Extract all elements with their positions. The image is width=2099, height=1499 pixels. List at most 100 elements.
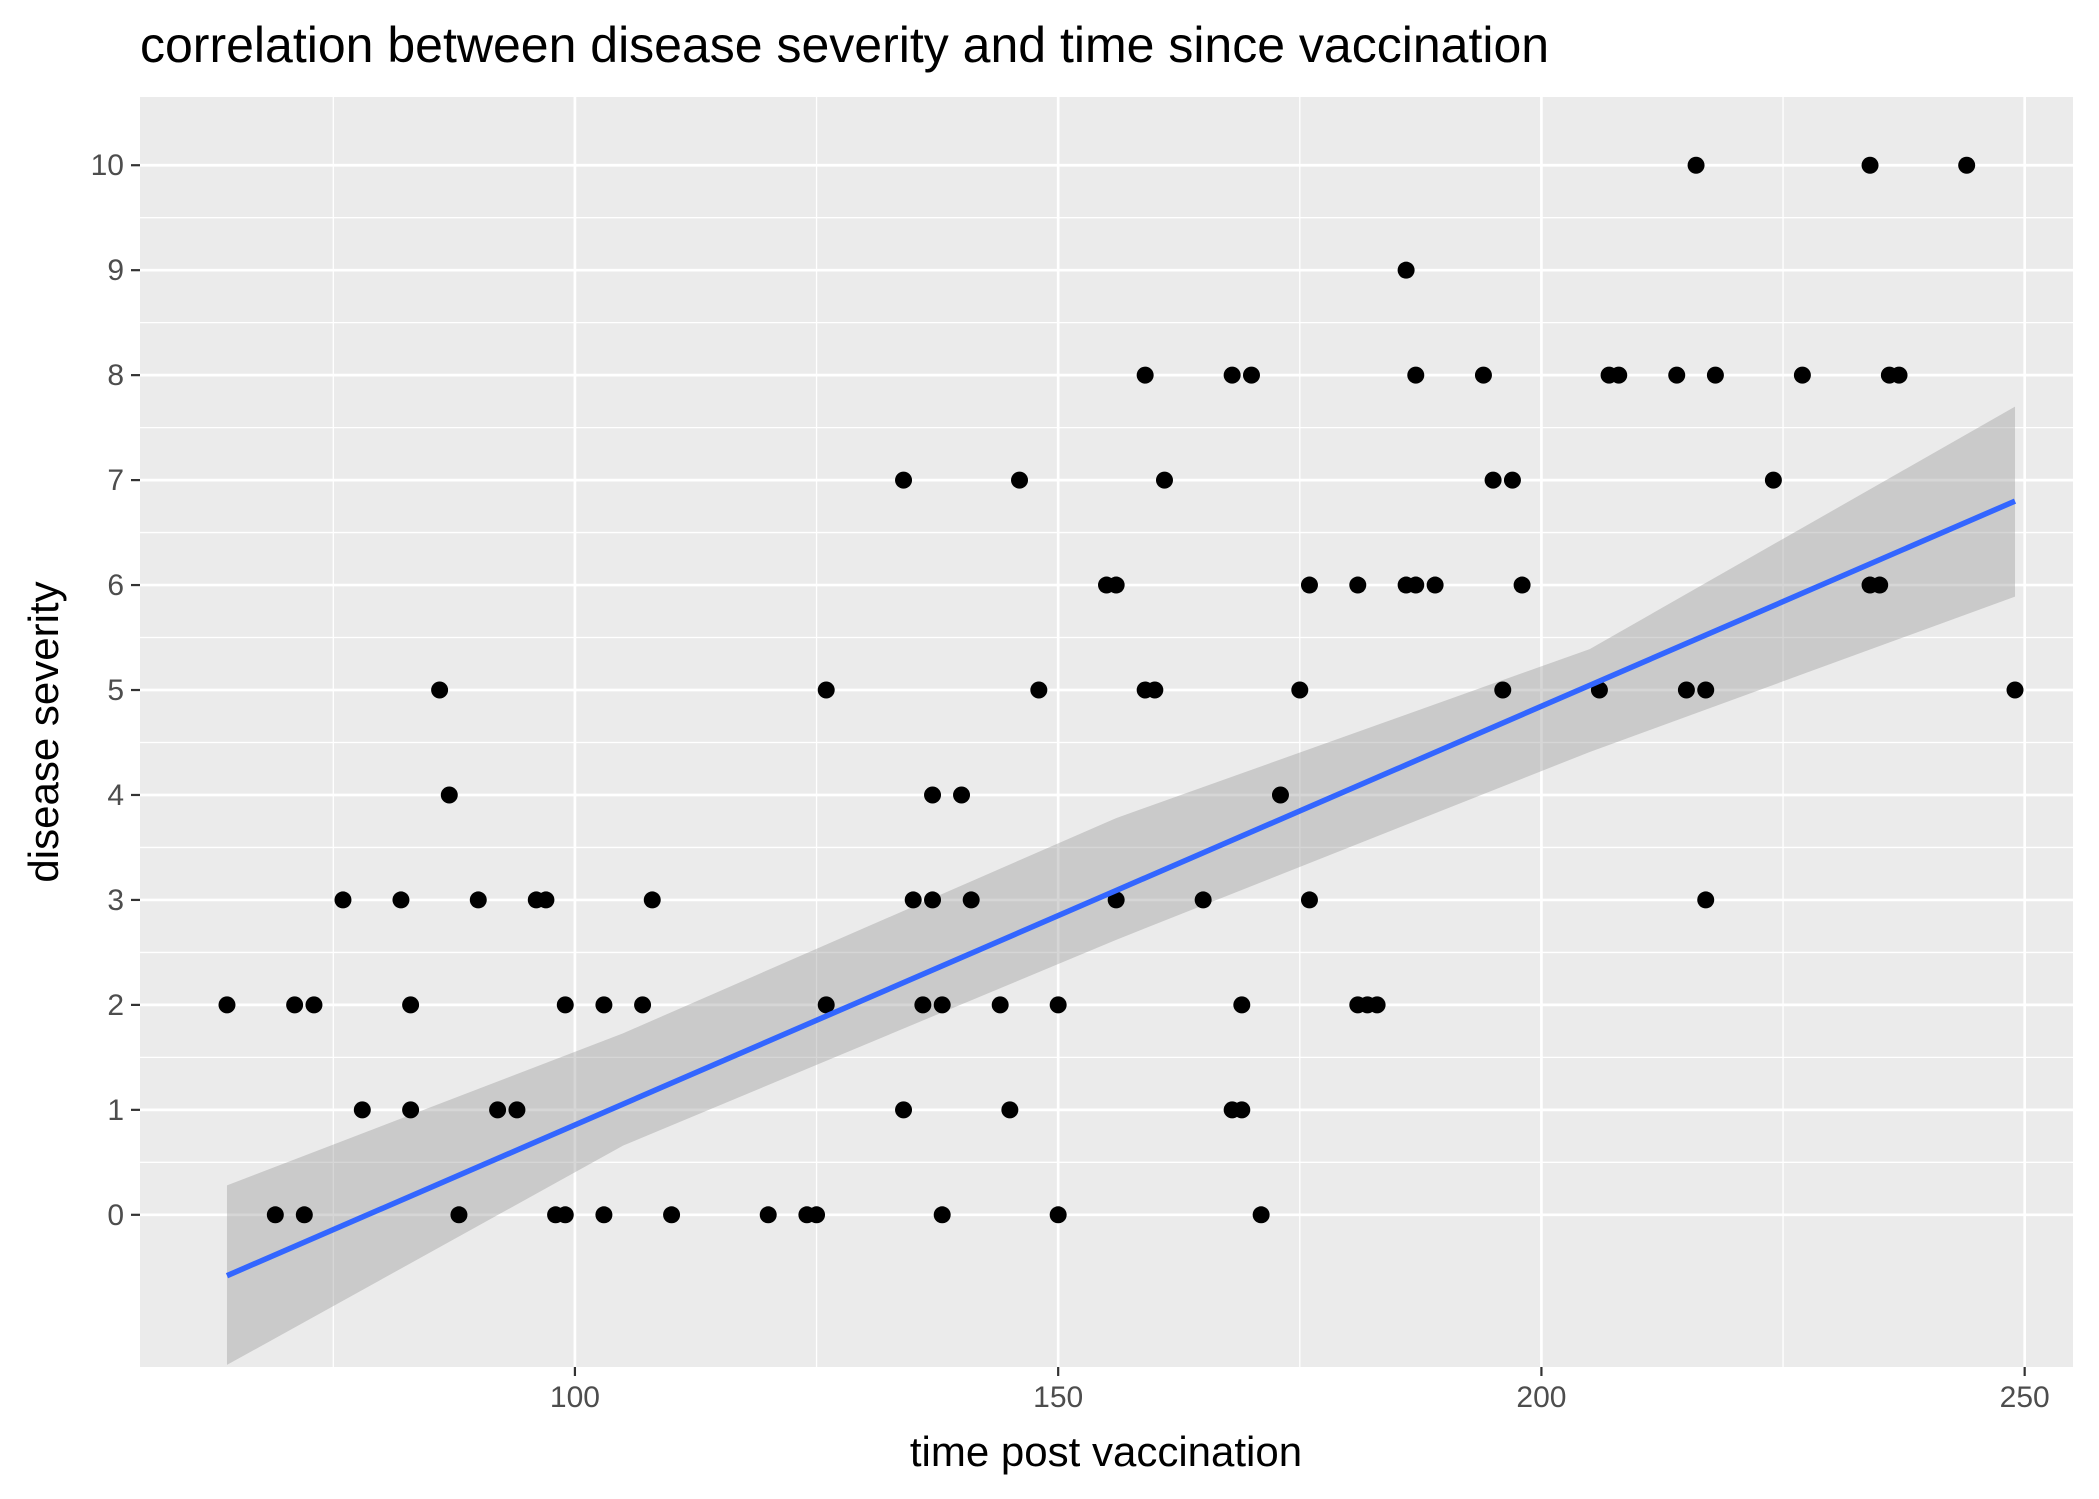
data-point (469, 891, 487, 909)
y-tick-label: 7 (107, 464, 124, 497)
data-point (1194, 891, 1212, 909)
data-point (962, 891, 980, 909)
regression-line (225, 498, 2017, 1279)
data-point (1426, 576, 1444, 594)
data-point (1049, 996, 1067, 1014)
data-point (1474, 366, 1492, 384)
data-point (1271, 786, 1289, 804)
data-point (489, 1101, 507, 1119)
data-point (508, 1101, 526, 1119)
data-point (1300, 576, 1318, 594)
data-point (1030, 681, 1048, 699)
data-point (1677, 681, 1695, 699)
y-tick-label: 2 (107, 989, 124, 1022)
data-point (266, 1206, 284, 1224)
y-tick-label: 0 (107, 1199, 124, 1232)
data-point (634, 996, 652, 1014)
y-tick-label: 5 (107, 674, 124, 707)
data-point (402, 996, 420, 1014)
data-point (556, 1206, 574, 1224)
data-point (759, 1206, 777, 1224)
data-point (1107, 576, 1125, 594)
data-point (1697, 891, 1715, 909)
data-point (286, 996, 304, 1014)
data-point (334, 891, 352, 909)
data-point (663, 1206, 681, 1224)
x-axis-ticks: 100 150 200 250 (550, 1367, 2050, 1414)
data-point (1793, 366, 1811, 384)
plot-panel (140, 97, 2073, 1367)
data-point (1697, 681, 1715, 699)
x-tick-label: 100 (550, 1381, 600, 1414)
data-point (817, 996, 835, 1014)
data-point (450, 1206, 468, 1224)
data-point (1242, 366, 1260, 384)
data-point (1871, 576, 1889, 594)
data-point (1397, 261, 1415, 279)
y-tick-label: 6 (107, 569, 124, 602)
data-point (924, 786, 942, 804)
data-point (595, 996, 613, 1014)
data-point (1764, 471, 1782, 489)
data-point (1001, 1101, 1019, 1119)
data-point (991, 996, 1009, 1014)
data-point (1291, 681, 1309, 699)
data-point (808, 1206, 826, 1224)
chart-title: correlation between disease severity and… (140, 17, 1549, 73)
data-point (1136, 366, 1154, 384)
data-point (431, 681, 449, 699)
data-point (1146, 681, 1164, 699)
data-point (1233, 996, 1251, 1014)
data-point (1223, 366, 1241, 384)
data-point (904, 891, 922, 909)
data-point (1610, 366, 1628, 384)
data-point (817, 681, 835, 699)
data-point (1155, 471, 1173, 489)
data-point (1958, 156, 1976, 174)
x-axis-title: time post vaccination (910, 1428, 1302, 1475)
y-axis-title: disease severity (20, 581, 67, 882)
data-point (305, 996, 323, 1014)
data-point (1349, 576, 1367, 594)
major-gridlines (140, 97, 2073, 1367)
y-axis-ticks: 0 1 2 3 4 5 6 7 8 9 10 (91, 149, 140, 1232)
data-point (1107, 891, 1125, 909)
data-point (2006, 681, 2024, 699)
data-point (1513, 576, 1531, 594)
data-point (643, 891, 661, 909)
y-tick-label: 10 (91, 149, 124, 182)
x-tick-label: 250 (2000, 1381, 2050, 1414)
data-point (440, 786, 458, 804)
data-point (1233, 1101, 1251, 1119)
data-point (1368, 996, 1386, 1014)
x-tick-label: 150 (1033, 1381, 1083, 1414)
data-points (218, 156, 2024, 1224)
data-point (1011, 471, 1029, 489)
data-point (953, 786, 971, 804)
data-point (218, 996, 236, 1014)
data-point (1494, 681, 1512, 699)
data-point (1407, 366, 1425, 384)
y-tick-label: 9 (107, 254, 124, 287)
data-point (295, 1206, 313, 1224)
x-tick-label: 200 (1516, 1381, 1566, 1414)
data-point (924, 891, 942, 909)
data-point (933, 1206, 951, 1224)
data-point (1861, 156, 1879, 174)
data-point (895, 1101, 913, 1119)
data-point (1407, 576, 1425, 594)
minor-gridlines (140, 97, 2073, 1367)
data-point (933, 996, 951, 1014)
data-point (1706, 366, 1724, 384)
data-point (392, 891, 410, 909)
data-point (1300, 891, 1318, 909)
data-point (1890, 366, 1908, 384)
y-tick-label: 1 (107, 1094, 124, 1127)
data-point (556, 996, 574, 1014)
data-point (1252, 1206, 1270, 1224)
data-point (595, 1206, 613, 1224)
data-point (1503, 471, 1521, 489)
y-tick-label: 4 (107, 779, 124, 812)
y-tick-label: 8 (107, 359, 124, 392)
